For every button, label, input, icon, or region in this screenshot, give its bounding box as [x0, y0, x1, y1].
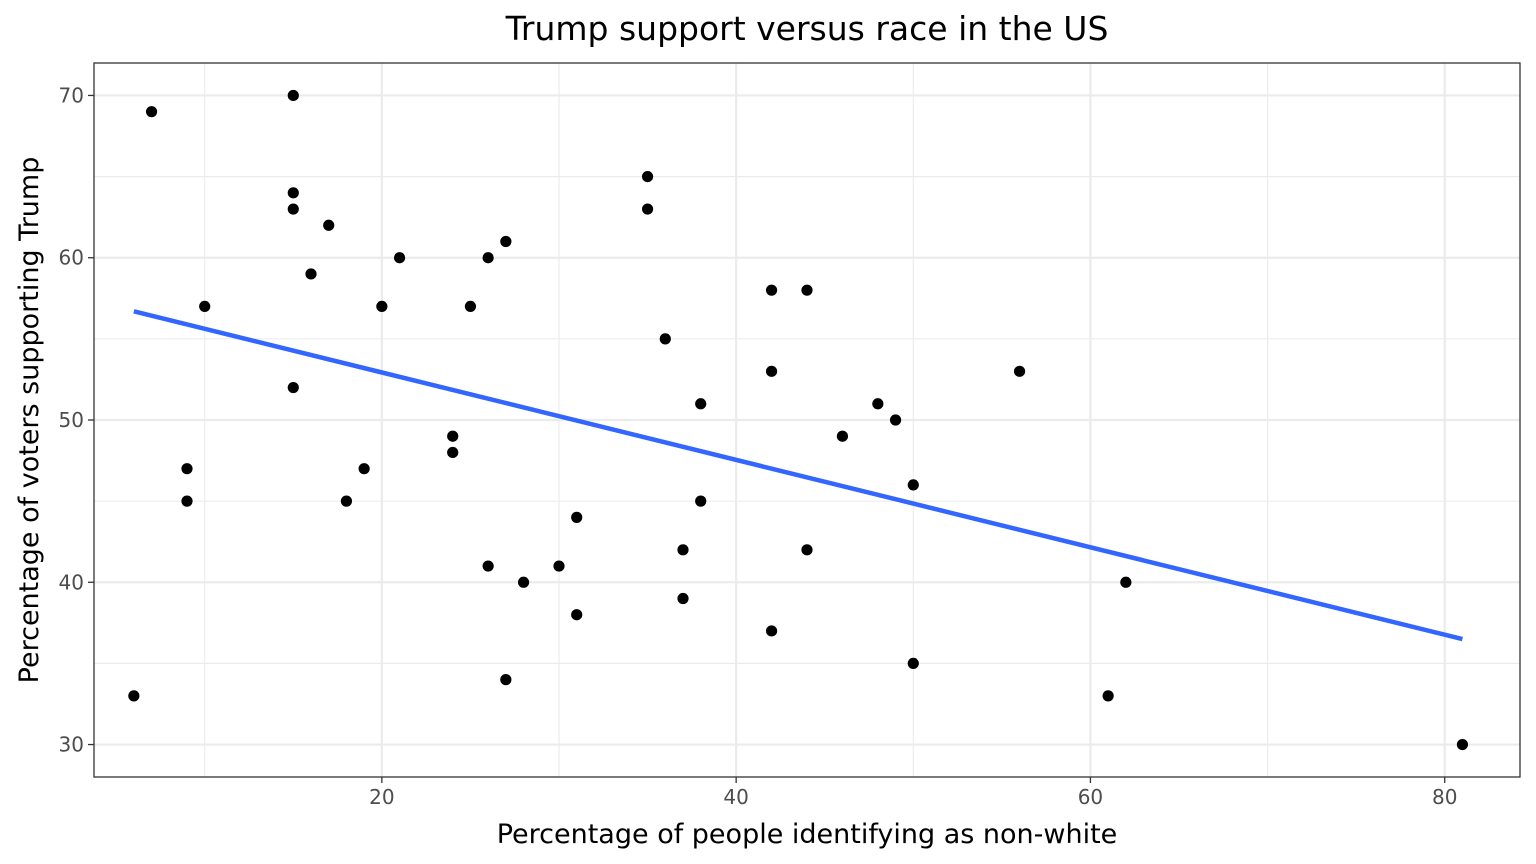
- data-point: [872, 398, 884, 410]
- data-point: [677, 544, 689, 556]
- data-point: [1013, 365, 1026, 377]
- data-point: [305, 268, 317, 280]
- trend-line: [133, 309, 1463, 642]
- y-tick-label: 30: [59, 733, 84, 757]
- data-point: [765, 365, 778, 377]
- data-point: [765, 625, 778, 637]
- data-point: [1456, 738, 1469, 751]
- data-point: [641, 170, 654, 183]
- data-point: [801, 544, 813, 556]
- x-tick-label: 60: [1078, 785, 1103, 809]
- data-points: [128, 89, 1469, 751]
- minor-gridlines: [94, 63, 1520, 777]
- x-tick-label: 40: [723, 785, 748, 809]
- data-point: [500, 235, 512, 248]
- data-point: [393, 252, 406, 264]
- y-tick-label: 40: [59, 570, 84, 594]
- x-axis-title: Percentage of people identifying as non-…: [497, 819, 1118, 850]
- data-point: [801, 284, 813, 296]
- data-point: [199, 300, 211, 313]
- data-point: [1120, 576, 1132, 588]
- data-point: [323, 219, 335, 231]
- data-point: [677, 592, 689, 605]
- data-point: [447, 446, 459, 459]
- y-axis-ticks: 30 40 50 60 70: [59, 83, 94, 757]
- major-gridlines: [94, 63, 1520, 777]
- data-point: [1102, 690, 1114, 702]
- data-point: [907, 479, 919, 491]
- data-point: [695, 398, 707, 410]
- data-point: [500, 674, 512, 686]
- data-point: [181, 463, 193, 475]
- data-point: [641, 203, 654, 215]
- data-point: [907, 657, 919, 670]
- y-tick-label: 50: [59, 408, 84, 432]
- data-point: [836, 430, 849, 442]
- data-point: [553, 560, 565, 572]
- data-point: [571, 511, 583, 523]
- data-point: [482, 560, 494, 572]
- trend-line-group: [133, 309, 1463, 642]
- data-point: [659, 333, 671, 345]
- data-point: [447, 430, 459, 442]
- data-point: [145, 106, 158, 118]
- data-point: [571, 609, 583, 621]
- data-point: [695, 495, 707, 507]
- data-point: [464, 300, 477, 313]
- y-axis-title: Percentage of voters supporting Trump: [14, 157, 45, 684]
- data-point: [287, 187, 299, 199]
- y-tick-label: 70: [59, 83, 84, 107]
- x-tick-label: 20: [369, 785, 394, 809]
- data-point: [358, 463, 370, 475]
- x-tick-label: 80: [1432, 785, 1457, 809]
- data-point: [287, 381, 299, 394]
- chart-title: Trump support versus race in the US: [505, 9, 1109, 48]
- data-point: [482, 252, 494, 264]
- data-point: [287, 203, 299, 215]
- data-point: [181, 495, 193, 507]
- data-point: [889, 414, 902, 426]
- data-point: [765, 284, 778, 296]
- data-point: [340, 495, 353, 507]
- data-point: [517, 576, 530, 588]
- y-tick-label: 60: [59, 246, 84, 270]
- data-point: [287, 89, 299, 102]
- data-point: [376, 300, 388, 313]
- x-axis-ticks: 20 40 60 80: [369, 777, 1457, 809]
- data-point: [128, 690, 140, 702]
